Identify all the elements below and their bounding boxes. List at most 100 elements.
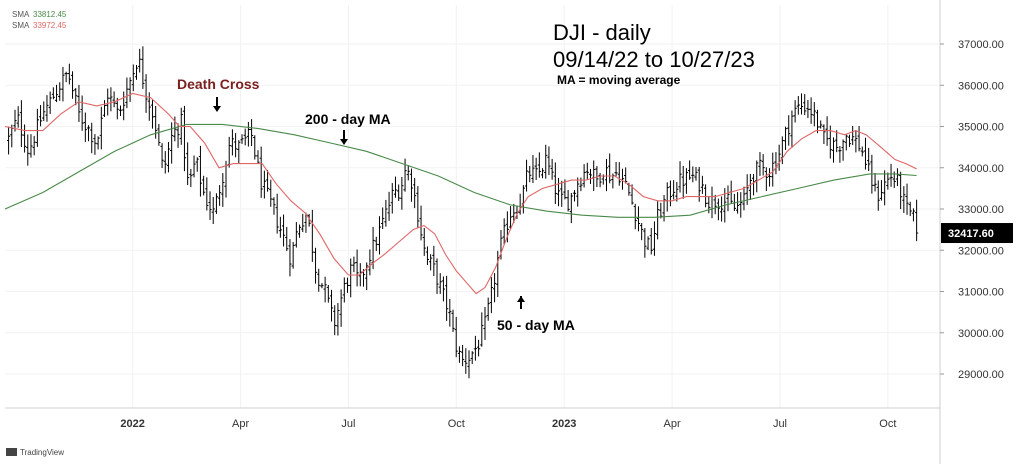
price-bar — [441, 276, 446, 302]
price-bar — [537, 152, 541, 178]
price-bar — [297, 224, 302, 238]
price-bar — [876, 180, 880, 211]
y-tick-label: 31000.00 — [958, 287, 1004, 299]
price-bar — [547, 146, 551, 176]
price-bar — [630, 184, 634, 205]
price-bar — [128, 77, 132, 102]
price-bar — [652, 221, 657, 256]
price-bar — [115, 97, 119, 120]
price-bar — [157, 123, 161, 146]
price-bar — [883, 170, 887, 206]
price-bar — [767, 168, 772, 187]
price-bar — [451, 309, 455, 332]
price-bar — [195, 157, 199, 172]
price-bar — [608, 153, 612, 184]
price-bar — [815, 109, 820, 134]
price-bar — [352, 256, 356, 273]
x-tick-label: 2022 — [120, 418, 144, 430]
price-bar — [684, 168, 689, 194]
price-bar — [106, 88, 110, 116]
price-bar — [90, 122, 94, 154]
y-tick-label: 33000.00 — [958, 204, 1004, 216]
price-bar — [45, 95, 49, 122]
x-tick-label: Jul — [341, 418, 355, 430]
price-bar — [531, 155, 535, 184]
tradingview-logo-icon — [6, 448, 17, 456]
price-bar — [908, 201, 912, 217]
y-tick-label: 36000.00 — [958, 80, 1004, 92]
price-bar — [697, 166, 701, 202]
price-bar — [218, 185, 222, 206]
price-bar — [26, 134, 30, 166]
y-tick-label: 35000.00 — [958, 122, 1004, 134]
price-bar — [281, 214, 286, 247]
price-bar — [588, 168, 593, 184]
y-tick-label: 29000.00 — [958, 369, 1004, 381]
price-bar — [764, 167, 768, 192]
price-bar — [822, 124, 826, 144]
price-bar — [649, 228, 653, 255]
price-bar — [6, 126, 11, 155]
price-bar — [480, 312, 484, 347]
legend-name: SMA — [12, 21, 30, 30]
y-tick-label: 34000.00 — [958, 163, 1004, 175]
price-bar — [844, 134, 848, 151]
price-bar — [512, 203, 516, 224]
price-bar — [700, 175, 705, 194]
price-bar — [265, 170, 270, 192]
price-bar — [847, 134, 852, 148]
price-bar — [416, 186, 420, 229]
price-bar — [473, 335, 477, 361]
price-bar — [809, 97, 813, 124]
price-bar — [61, 66, 65, 102]
price-bar — [540, 168, 545, 179]
price-bar — [144, 74, 148, 113]
price-bar — [688, 160, 692, 180]
price-bar — [323, 276, 327, 303]
price-bar — [67, 63, 71, 85]
price-bar — [889, 163, 893, 187]
price-bar — [96, 136, 100, 150]
price-bar — [735, 192, 740, 214]
price-bar — [131, 64, 135, 92]
price-bar — [726, 185, 730, 212]
price-bar — [569, 192, 573, 224]
price-bar — [243, 128, 247, 146]
x-tick-label: Oct — [879, 418, 896, 430]
price-bar — [326, 284, 330, 303]
price-bar — [553, 162, 557, 204]
price-bar — [13, 109, 17, 132]
price-bar — [803, 94, 807, 116]
price-bar — [796, 96, 800, 115]
price-bar — [234, 133, 238, 158]
price-bar — [425, 246, 430, 266]
price-bar — [873, 172, 877, 192]
price-bar — [476, 339, 481, 357]
price-bar — [214, 193, 219, 214]
price-bar — [598, 172, 602, 188]
price-bar — [384, 199, 388, 227]
price-bar — [915, 199, 919, 242]
x-tick-label: Apr — [664, 418, 681, 430]
price-bar — [109, 87, 113, 112]
price-bar — [275, 193, 279, 234]
price-bar — [633, 203, 637, 230]
legend-value: 33812.45 — [33, 10, 67, 19]
price-bar — [524, 159, 529, 192]
price-bar — [429, 254, 433, 271]
price-bar — [643, 228, 647, 258]
x-tick-label: Apr — [232, 418, 249, 430]
y-tick-label: 32000.00 — [958, 245, 1004, 257]
price-bar — [576, 177, 580, 207]
price-bar — [831, 137, 836, 163]
price-bar — [422, 228, 426, 256]
price-bar — [256, 150, 260, 164]
x-tick-label: Oct — [448, 418, 465, 430]
price-bar — [793, 100, 797, 123]
price-bar — [438, 273, 442, 294]
price-bar — [454, 316, 458, 358]
price-bar — [409, 168, 414, 202]
price-bar — [758, 152, 762, 176]
price-bar — [278, 216, 282, 238]
